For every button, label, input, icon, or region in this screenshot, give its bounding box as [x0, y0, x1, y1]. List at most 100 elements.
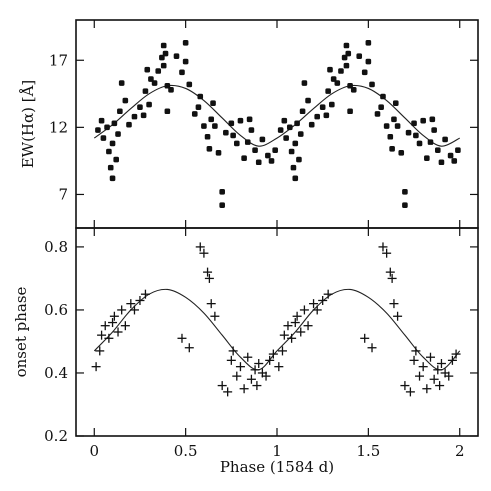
data-point	[186, 81, 193, 88]
data-point	[299, 305, 309, 315]
data-point	[415, 371, 425, 381]
data-point	[288, 148, 295, 155]
data-point	[148, 76, 154, 82]
data-point	[402, 188, 408, 195]
data-point	[318, 295, 328, 305]
top-fit-curve	[93, 84, 460, 147]
data-point	[140, 112, 147, 119]
data-point	[104, 333, 114, 343]
data-point	[274, 362, 284, 372]
data-point	[292, 311, 302, 321]
data-point	[120, 321, 130, 331]
data-point	[389, 299, 399, 309]
data-point	[122, 97, 129, 104]
top-y-ticks: 7 12 17	[49, 51, 478, 203]
data-point	[279, 330, 289, 340]
data-point	[199, 248, 209, 258]
data-point	[109, 311, 119, 321]
data-point	[394, 123, 401, 129]
data-point	[455, 147, 461, 153]
x-tick-label: 1	[272, 442, 282, 460]
data-point	[409, 355, 419, 365]
data-point	[250, 365, 260, 375]
data-point	[228, 120, 235, 127]
onset-phase-panel: 0.2 0.4 0.6 0.8 0 0.5 1 1.5 2 onset phase Phase…	[12, 227, 479, 476]
data-point	[254, 359, 264, 369]
x-tick-label: 2	[455, 442, 465, 460]
data-point	[135, 295, 145, 305]
data-point	[435, 381, 445, 391]
data-point	[447, 355, 457, 365]
data-point	[184, 343, 194, 353]
data-point	[378, 104, 384, 111]
data-point	[215, 150, 222, 156]
data-point	[255, 159, 262, 166]
data-point	[296, 156, 302, 163]
data-point	[177, 333, 187, 343]
y-tick-label: 7	[58, 185, 68, 203]
data-point	[155, 68, 162, 74]
data-point	[334, 80, 341, 86]
data-point	[277, 346, 287, 356]
data-point	[126, 299, 136, 309]
data-point	[234, 140, 240, 147]
data-point	[387, 133, 394, 140]
data-point	[325, 88, 331, 94]
top-y-axis-label: EW(Hα) [Å]	[19, 80, 37, 169]
data-point	[281, 117, 288, 124]
data-point	[179, 69, 185, 76]
data-point	[197, 93, 204, 100]
data-point	[129, 305, 139, 315]
data-point	[290, 164, 297, 171]
data-point	[451, 158, 458, 164]
data-point	[151, 80, 158, 86]
data-point	[272, 147, 278, 153]
x-tick-label: 0	[89, 442, 99, 460]
y-tick-label: 0.6	[44, 301, 68, 319]
data-point	[338, 68, 344, 74]
data-point	[400, 381, 410, 391]
data-point	[433, 365, 443, 375]
data-point	[100, 135, 107, 141]
data-point	[159, 54, 165, 61]
data-point	[438, 159, 445, 166]
data-point	[365, 58, 372, 65]
data-point	[106, 148, 112, 155]
data-point	[292, 175, 299, 182]
data-point	[95, 346, 105, 356]
data-point	[144, 66, 151, 73]
data-point	[424, 155, 430, 162]
data-point	[347, 82, 353, 89]
data-point	[345, 50, 352, 57]
data-point	[393, 311, 403, 321]
data-point	[283, 135, 289, 141]
data-point	[223, 129, 229, 136]
data-point	[206, 146, 213, 152]
data-point	[277, 127, 284, 133]
data-point	[429, 116, 436, 123]
data-point	[323, 112, 330, 119]
data-point	[219, 202, 225, 208]
data-point	[164, 108, 171, 115]
data-point	[117, 305, 127, 315]
data-point	[367, 343, 377, 353]
data-point	[268, 349, 278, 359]
data-point	[416, 140, 423, 147]
data-point	[308, 121, 315, 128]
bottom-data-points	[91, 242, 461, 397]
y-tick-label: 17	[49, 51, 68, 69]
data-point	[97, 330, 107, 340]
data-point	[265, 355, 275, 365]
data-point	[361, 69, 368, 76]
data-point	[382, 248, 392, 258]
data-point	[261, 371, 271, 381]
data-point	[111, 120, 118, 127]
ew-halpha-panel: 7 12 17 EW(Hα) [Å]	[19, 19, 479, 229]
data-point	[347, 108, 353, 115]
data-point	[436, 359, 446, 369]
data-point	[107, 164, 114, 171]
data-point	[204, 133, 211, 140]
data-point	[210, 311, 220, 321]
y-tick-label: 12	[49, 118, 68, 136]
